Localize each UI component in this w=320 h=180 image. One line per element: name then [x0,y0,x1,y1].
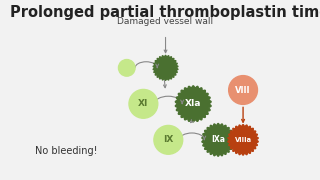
Text: IXa: IXa [211,135,225,144]
Circle shape [118,60,135,76]
Polygon shape [153,55,178,80]
Text: VIIIa: VIIIa [235,137,252,143]
Text: XIa: XIa [185,99,202,108]
Text: IX: IX [163,135,173,144]
Text: No bleeding!: No bleeding! [36,146,98,156]
Polygon shape [228,125,258,155]
Text: Prolonged partial thromboplastin time (PTT): Prolonged partial thromboplastin time (P… [10,5,320,20]
Polygon shape [202,123,234,156]
Circle shape [129,89,158,118]
Text: XI: XI [138,99,148,108]
Circle shape [154,125,183,154]
Circle shape [229,76,258,104]
Text: Damaged vessel wall: Damaged vessel wall [117,17,214,26]
Text: VIII: VIII [235,86,251,94]
Polygon shape [175,86,211,122]
